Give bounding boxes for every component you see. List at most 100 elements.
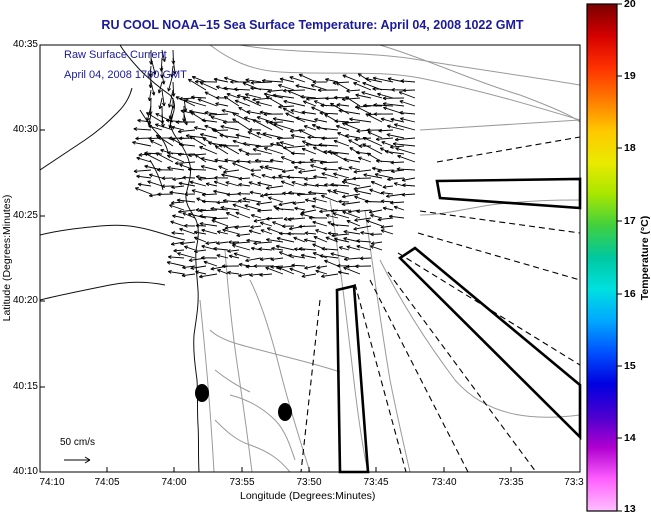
- current-vector: [135, 137, 152, 140]
- current-vector-head: [305, 96, 310, 100]
- current-vector: [178, 209, 196, 213]
- current-vector: [390, 145, 405, 148]
- current-vector: [294, 166, 306, 171]
- current-vector: [190, 265, 207, 269]
- current-vector-head: [253, 265, 258, 269]
- current-vector: [271, 176, 284, 179]
- current-vector: [178, 153, 196, 156]
- current-vector-head: [346, 264, 350, 268]
- current-vector-head: [304, 231, 309, 234]
- current-vector-head: [262, 132, 267, 134]
- current-vector-head: [200, 164, 205, 167]
- current-vector: [353, 169, 372, 173]
- current-vector-head: [244, 204, 248, 208]
- current-vector-head: [291, 152, 295, 156]
- current-vector-head: [389, 145, 394, 148]
- current-vector-head: [281, 169, 286, 173]
- current-vector-head: [361, 91, 365, 95]
- current-vector: [161, 73, 165, 85]
- colorbar-tick-label: 20: [624, 0, 636, 10]
- current-vector: [354, 137, 372, 141]
- current-vector: [161, 113, 164, 128]
- current-vector: [312, 124, 328, 131]
- current-vector: [327, 189, 339, 195]
- current-vector: [268, 197, 284, 203]
- current-vector: [321, 248, 339, 251]
- current-vector-head: [356, 240, 360, 243]
- current-vector-head: [324, 183, 328, 186]
- current-vector-head: [345, 96, 348, 100]
- current-vector-head: [147, 180, 152, 182]
- current-vector: [283, 89, 306, 92]
- current-vector-head: [394, 182, 398, 184]
- current-vector-head: [318, 144, 323, 147]
- current-vector-head: [395, 147, 399, 151]
- current-vector: [150, 73, 152, 88]
- current-vector: [192, 76, 207, 83]
- current-vector-head: [155, 152, 159, 156]
- current-vector-head: [238, 262, 243, 265]
- current-vector-head: [369, 212, 373, 214]
- axis-ticks: [39, 44, 512, 473]
- current-vector: [182, 265, 196, 269]
- current-vector-head: [266, 227, 270, 231]
- current-vector-head: [338, 110, 342, 113]
- current-vector-head: [308, 217, 313, 220]
- current-vector: [341, 181, 361, 187]
- current-vector-head: [282, 191, 286, 194]
- current-vector-head: [382, 103, 387, 106]
- current-vector-head: [332, 82, 337, 85]
- current-vector-head: [342, 211, 346, 215]
- current-vector-head: [232, 139, 237, 142]
- current-vector-head: [330, 103, 333, 107]
- current-vector-head: [312, 252, 316, 256]
- current-vector-head: [278, 175, 282, 179]
- current-vector-head: [280, 156, 284, 160]
- current-vector: [216, 241, 229, 244]
- current-vector-head: [245, 260, 250, 263]
- current-vector-head: [343, 257, 348, 260]
- current-vector: [380, 229, 394, 235]
- current-vector-head: [215, 103, 219, 106]
- current-vector-head: [293, 247, 298, 250]
- current-vector-head: [234, 227, 239, 230]
- current-vector-head: [198, 177, 202, 180]
- current-vector: [346, 89, 361, 92]
- current-vector-head: [237, 191, 242, 195]
- current-vector-head: [188, 153, 192, 156]
- current-vector: [171, 185, 185, 188]
- current-vector: [278, 105, 295, 108]
- current-vector-head: [278, 84, 282, 88]
- current-vector: [202, 193, 218, 196]
- current-vector: [345, 134, 361, 139]
- current-vector-head: [250, 226, 255, 229]
- current-vector-head: [230, 81, 234, 84]
- current-vector-head: [238, 184, 242, 187]
- current-vector-head: [391, 171, 395, 174]
- current-vector: [336, 125, 350, 131]
- current-vector: [303, 125, 317, 131]
- current-vector-head: [311, 83, 315, 86]
- current-vector-head: [380, 226, 385, 229]
- current-vector-head: [223, 77, 228, 81]
- current-vector-head: [233, 252, 238, 254]
- current-vector-head: [149, 61, 152, 65]
- current-vector-head: [252, 97, 256, 101]
- current-vector: [265, 266, 284, 275]
- current-vector: [288, 192, 306, 195]
- colorbar-tick-label: 18: [624, 142, 636, 154]
- current-vector-head: [387, 124, 391, 127]
- current-vector: [363, 174, 383, 179]
- current-vector-head: [291, 181, 295, 185]
- current-vector-head: [245, 258, 249, 262]
- current-vector: [319, 161, 339, 164]
- current-vector-head: [259, 222, 264, 226]
- current-vector-head: [364, 201, 369, 204]
- current-vector-head: [319, 209, 323, 212]
- current-vector-head: [172, 70, 176, 75]
- current-vector-head: [224, 159, 228, 163]
- current-vector: [161, 89, 165, 107]
- current-vector: [265, 120, 284, 131]
- current-vector-head: [254, 160, 259, 163]
- current-vector: [318, 144, 339, 147]
